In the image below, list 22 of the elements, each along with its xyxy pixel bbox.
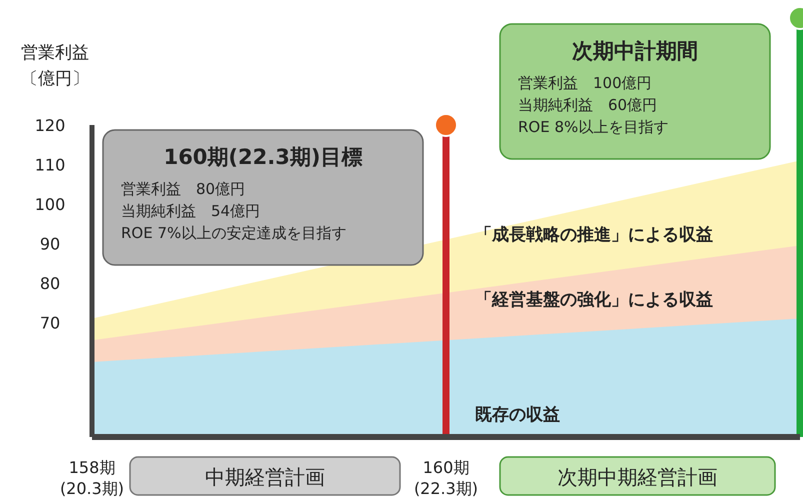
y-tick-label: 90 [40,234,60,254]
y-tick-label: 80 [40,274,60,293]
y-tick-label: 100 [34,194,66,214]
annotation: ROE 7%以上の安定達成を目指す [121,224,346,242]
text: 営業利益 100億円 [518,74,652,92]
x-tick-label: 160期 (22.3期) [414,458,478,498]
series-label: 「経営基盤の強化」による収益 [475,290,713,310]
x-tick-label: 158期 (20.3期) [60,458,124,498]
annotation: 160期(22.3期)目標 [164,145,362,169]
annotation: 営業利益 80億円 [121,180,246,198]
y-tick-label: 110 [34,155,66,174]
text: 中期経営計画 [205,465,325,489]
series-label: 「成長戦略の推進」による収益 [475,225,713,245]
annotation: 当期純利益 54億円 [121,202,260,220]
text: 次期中期経営計画 [558,465,718,489]
annotation: ROE 8%以上を目指す [518,118,668,136]
series-label: 既存の収益 [475,405,560,425]
text: 当期純利益 60億円 [518,96,658,114]
y-tick-label: 70 [40,313,60,332]
y-axis-title: 営業利益〔億円〕 [21,43,89,89]
y-tick-label: 120 [34,116,66,135]
text: 次期中計期間 [572,39,698,63]
